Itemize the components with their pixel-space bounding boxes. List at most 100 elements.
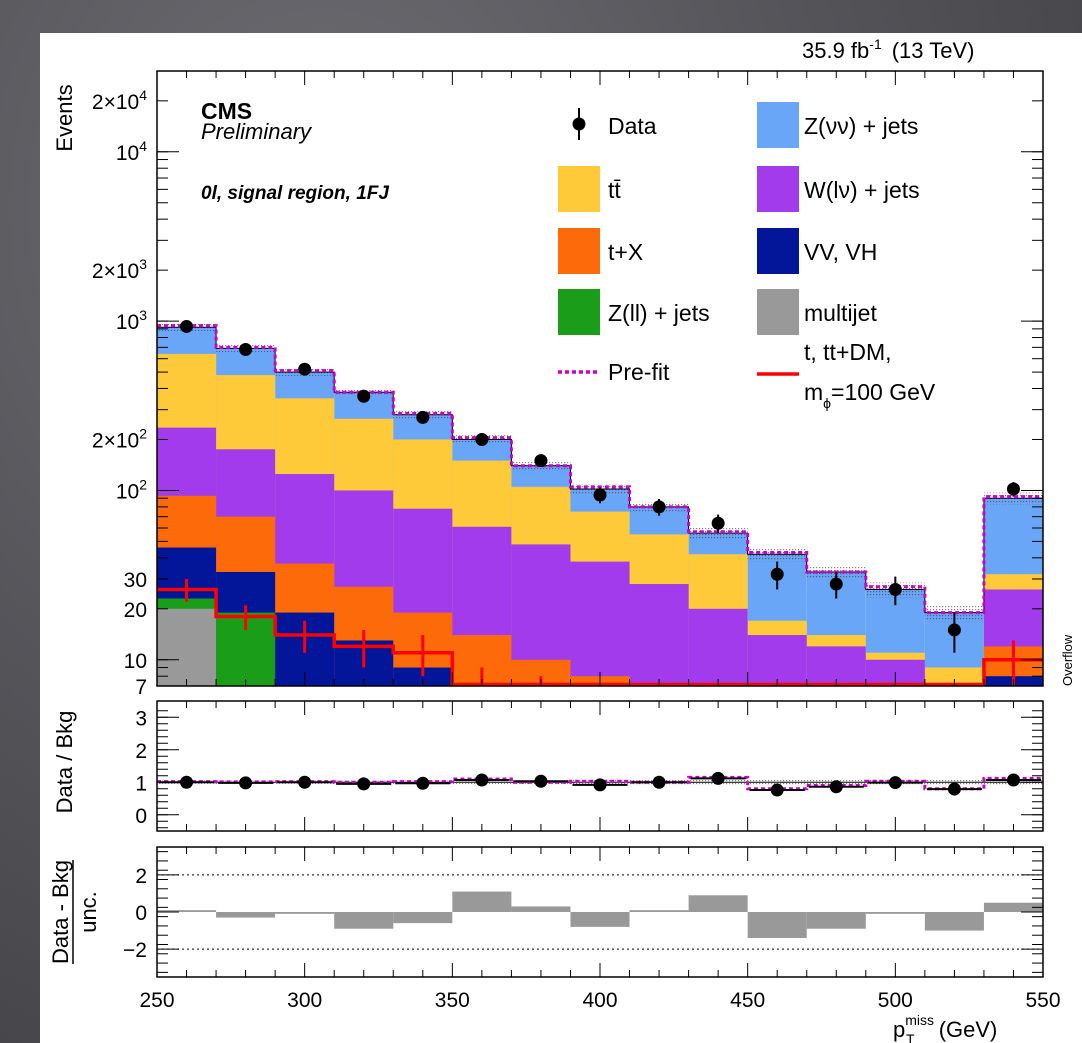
data-point	[888, 583, 902, 597]
stack-bar-wlnu	[688, 608, 748, 686]
ratio-data-point	[711, 771, 725, 785]
pull-bar	[452, 891, 512, 912]
legend-swatch-tX	[558, 228, 600, 274]
ratio-data-point	[770, 783, 784, 797]
pull-bar	[806, 912, 866, 929]
pull-y-tick-label: 0	[135, 902, 147, 925]
data-points-main	[180, 319, 1020, 653]
ratio-data-point	[180, 775, 194, 789]
legend-swatch-znunu	[757, 102, 799, 148]
legend-swatch-multijet	[757, 289, 799, 335]
data-point	[652, 500, 666, 514]
ratio-data-point	[357, 777, 371, 791]
pull-bar	[747, 912, 807, 938]
data-point	[829, 577, 843, 591]
pull-axes: 2 0 −2 250 300 350 400 450 500 550	[123, 846, 1061, 1012]
legend-swatch-vv	[757, 228, 799, 274]
pull-bar	[511, 906, 571, 912]
data-point	[475, 432, 489, 446]
legend-label-signal: t, tt+DM,	[804, 339, 892, 365]
ratio-data-point	[947, 782, 961, 796]
pull-bar	[688, 895, 748, 912]
stack-bar-ttbar	[924, 667, 984, 686]
ratio-y-tick-label: 2	[135, 740, 147, 763]
pull-bar	[924, 912, 984, 931]
ratio-data-point	[652, 775, 666, 789]
main-stack-area	[157, 327, 1043, 686]
x-axis-label: pmiss T (GeV)	[893, 1012, 997, 1043]
data-point	[711, 516, 725, 530]
x-tick-label: 300	[287, 989, 322, 1012]
pull-bar	[334, 912, 394, 929]
preliminary-label: Preliminary	[201, 119, 313, 144]
overflow-label: Overflow	[1060, 634, 1075, 686]
ratio-y-tick-label: 0	[135, 805, 147, 828]
stack-bar-wlnu	[747, 635, 807, 686]
ratio-data-point	[888, 776, 902, 790]
x-tick-label: 400	[582, 989, 617, 1012]
lumi-label: 35.9 fb-1 (13 TeV)	[802, 36, 974, 63]
data-point	[1006, 482, 1020, 496]
legend-label-wlnu: W(lν) + jets	[804, 177, 920, 203]
ratio-data-point	[416, 776, 430, 790]
pull-ylabel-numerator: Data - Bkg	[48, 860, 73, 964]
ratio-data-point	[534, 774, 548, 788]
main-y-tick-label: 103	[116, 307, 147, 334]
data-point	[534, 454, 548, 468]
ratio-data-point	[239, 776, 253, 790]
data-point	[593, 488, 607, 502]
data-points-ratio	[159, 771, 1041, 797]
main-y-tick-label: 2×103	[92, 256, 147, 283]
main-axes: 2×104 104 2×103 103 2×102 102 30 20 10 7	[92, 70, 1044, 699]
legend-label-signal-mass: mϕ=100 GeV	[804, 379, 936, 411]
ratio-data-point	[1006, 773, 1020, 787]
legend-label-tX: t+X	[608, 239, 643, 265]
pull-bar	[157, 910, 217, 912]
legend-swatch-ttbar	[558, 166, 600, 212]
ratio-y-tick-label: 3	[135, 707, 147, 730]
ratio-data-point	[475, 773, 489, 787]
main-y-tick-label: 2×104	[92, 87, 147, 114]
stack-bar-multijet	[157, 608, 217, 686]
pull-bar	[570, 912, 630, 927]
data-point	[416, 410, 430, 424]
pull-bar	[216, 912, 276, 918]
stack-bar-wlnu	[570, 561, 630, 686]
pull-bar	[393, 912, 453, 924]
pull-y-tick-label: −2	[123, 939, 147, 962]
legend-label-ttbar: tt̄	[608, 177, 621, 203]
pull-bar	[983, 902, 1043, 912]
legend-swatch-data	[572, 117, 586, 131]
legend-label-vv: VV, VH	[804, 239, 877, 265]
pull-bar	[865, 912, 925, 914]
data-point	[298, 362, 312, 376]
data-point	[239, 342, 253, 356]
x-tick-label: 500	[878, 989, 913, 1012]
stack-bar-wlnu	[629, 584, 689, 686]
region-label: 0l, signal region, 1FJ	[201, 183, 389, 204]
data-point	[770, 567, 784, 581]
x-tick-label: 350	[435, 989, 470, 1012]
x-tick-label: 550	[1025, 989, 1060, 1012]
data-point	[947, 623, 961, 637]
pull-bar	[275, 912, 335, 914]
pull-bar	[629, 910, 689, 912]
data-point	[357, 389, 371, 403]
ratio-axes: 0 1 2 3	[135, 700, 1044, 832]
legend-swatch-wlnu	[757, 166, 799, 212]
main-y-tick-label: 7	[135, 676, 147, 699]
prefit-line	[157, 324, 1043, 615]
ratio-data-point	[298, 775, 312, 789]
main-y-tick-label: 104	[116, 138, 147, 165]
main-y-tick-label: 20	[124, 599, 147, 622]
x-tick-label: 450	[730, 989, 765, 1012]
legend-label-prefit: Pre-fit	[608, 359, 670, 385]
legend-label-zll: Z(ll) + jets	[608, 300, 710, 326]
x-tick-label: 250	[139, 989, 174, 1012]
main-ylabel: Events	[52, 84, 77, 151]
ratio-ylabel: Data / Bkg	[52, 711, 77, 814]
cms-label: CMS	[201, 98, 252, 124]
main-y-tick-label: 2×102	[92, 425, 147, 452]
ratio-y-tick-label: 1	[135, 772, 147, 795]
